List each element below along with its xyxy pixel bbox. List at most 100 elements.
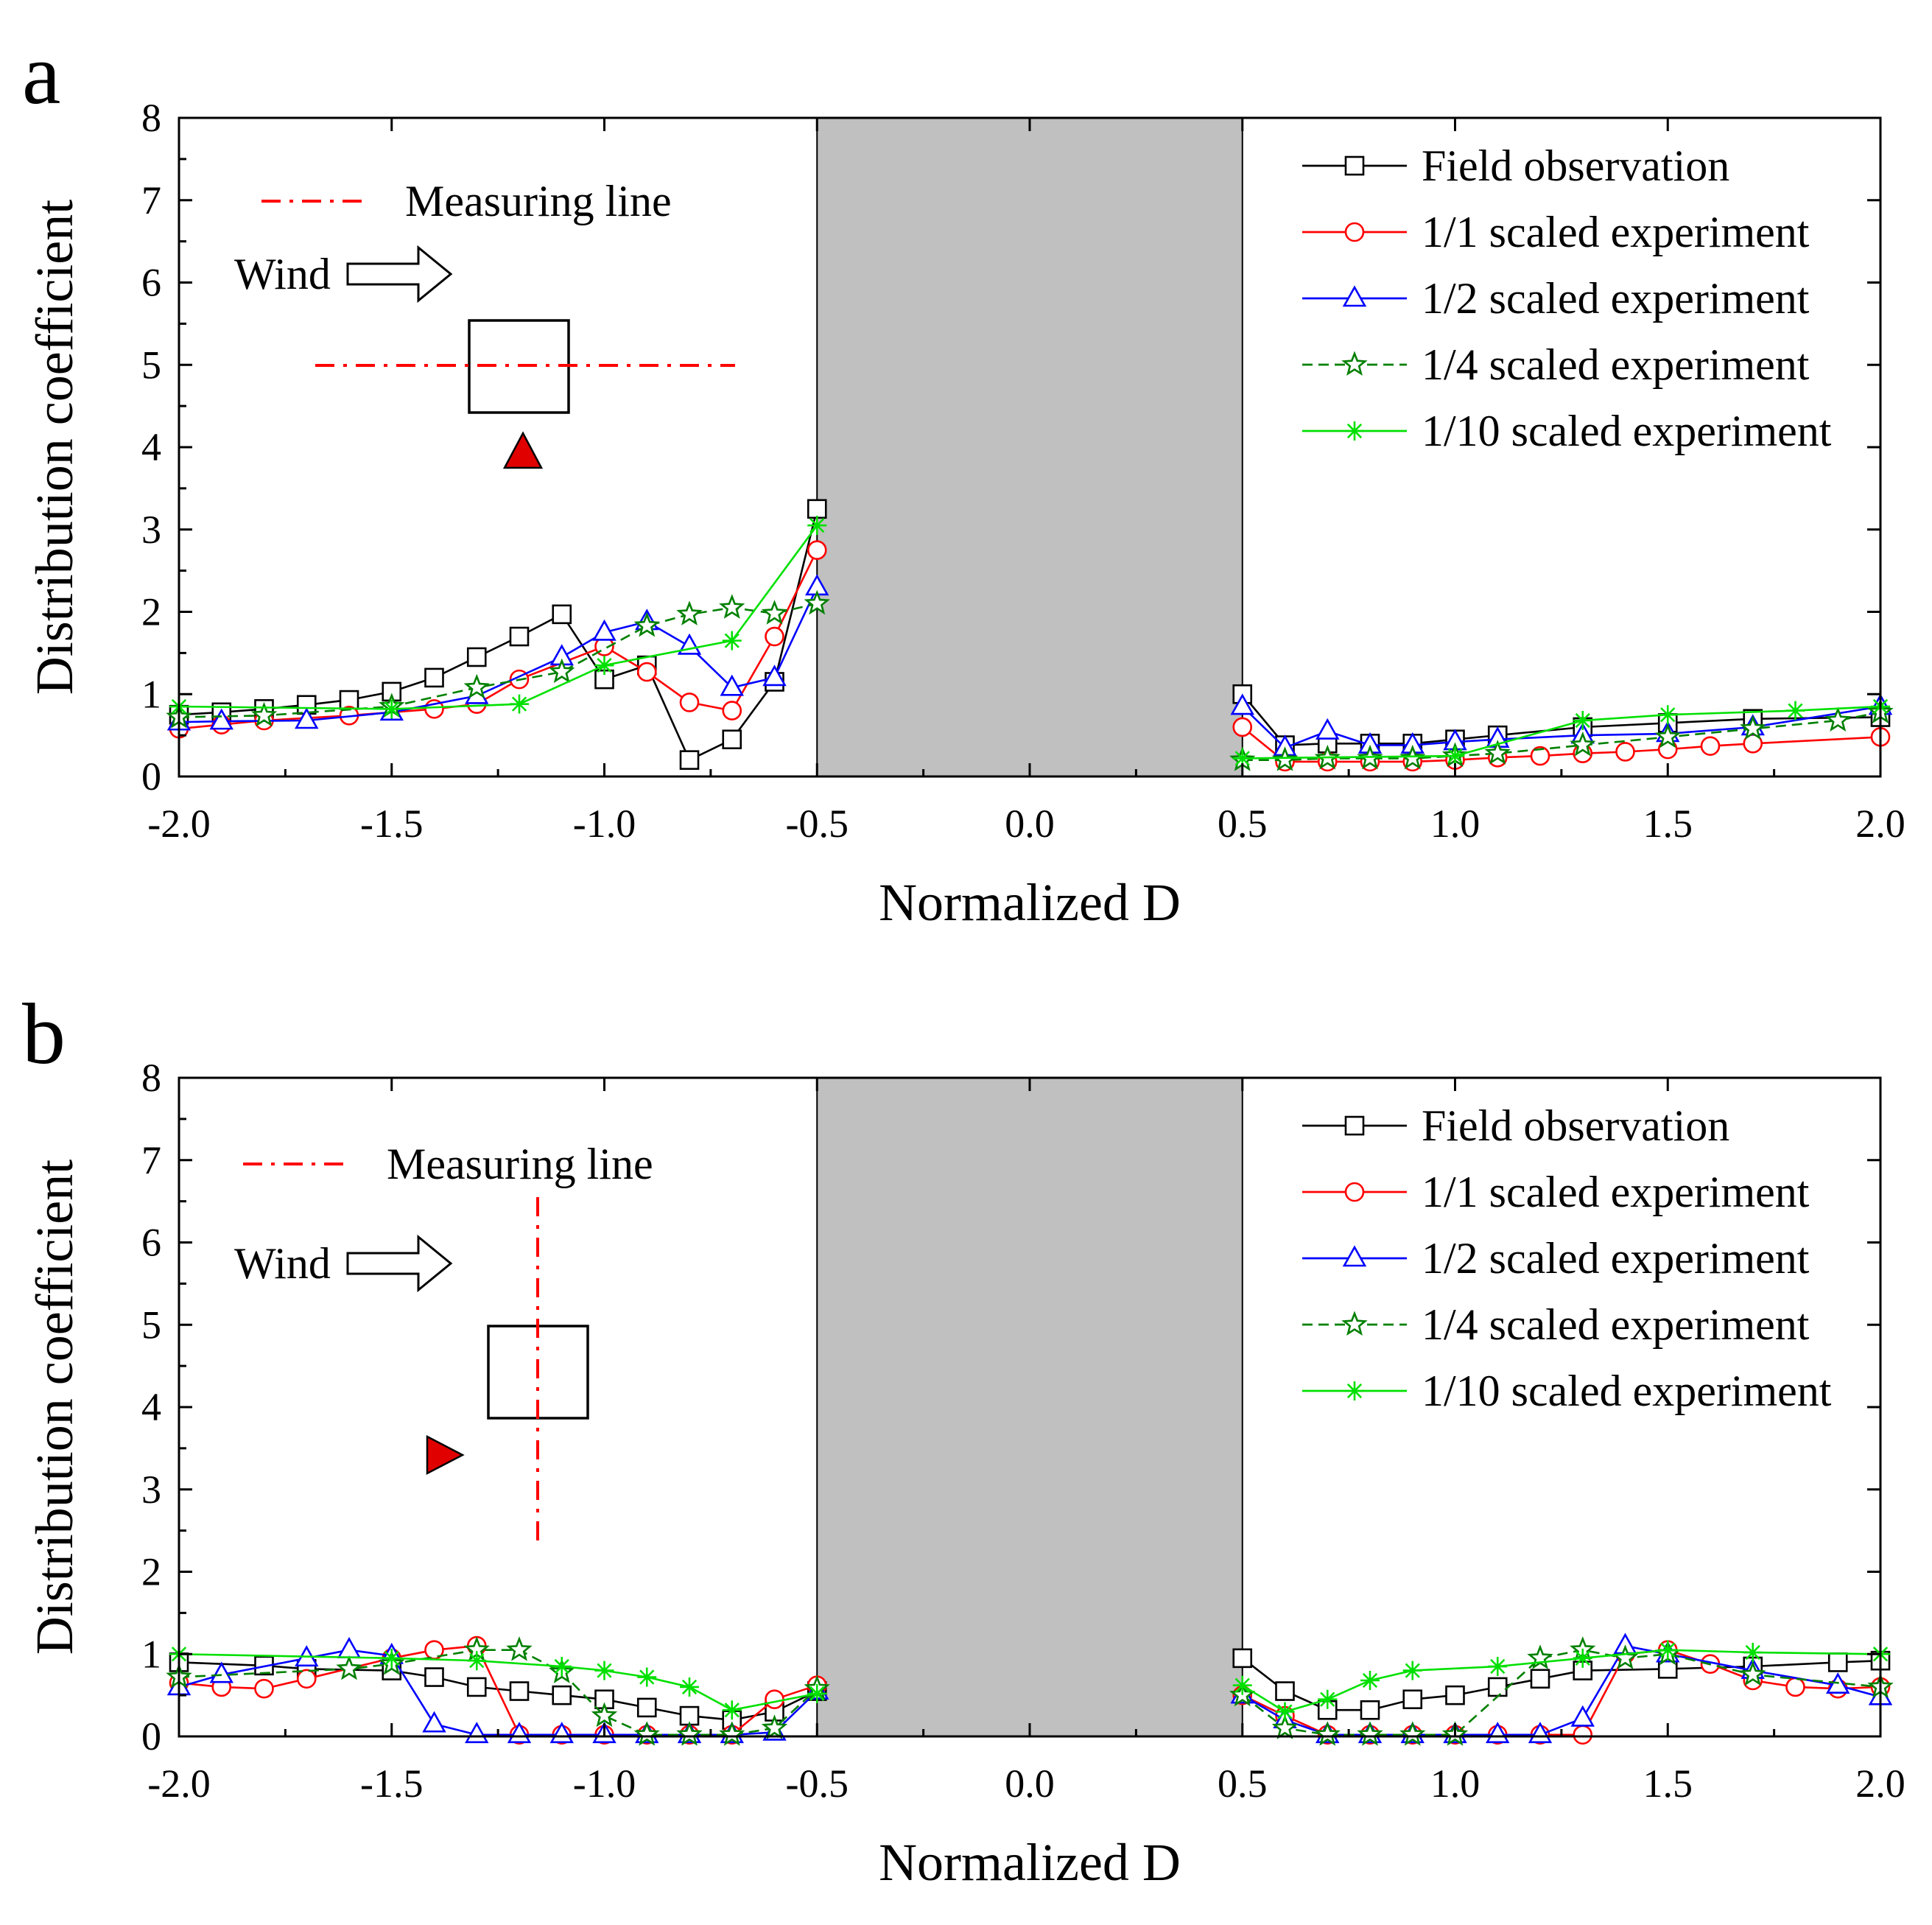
data-point	[1315, 718, 1340, 740]
building-zone	[816, 117, 1243, 777]
x-tick-label: -1.0	[573, 1761, 636, 1806]
data-point	[1232, 1648, 1253, 1669]
data-point	[591, 1702, 618, 1728]
y-tick-label: 5	[141, 1302, 161, 1347]
legend-marker	[1342, 1245, 1367, 1267]
data-point	[719, 1721, 745, 1746]
observation-point-icon	[502, 431, 544, 469]
legend-entry-3: 1/4 scaled experiment	[1302, 1300, 1810, 1349]
series-line-left	[178, 525, 818, 710]
data-point	[1275, 1681, 1295, 1701]
legend-entry-1: 1/1 scaled experiment	[1302, 1168, 1810, 1216]
data-point	[422, 1711, 446, 1733]
data-point	[1232, 1675, 1252, 1695]
legend-entry-4: 1/10 scaled experiment	[1302, 1367, 1832, 1415]
data-point	[1445, 746, 1465, 766]
data-point	[1573, 1648, 1592, 1668]
y-tick-label: 1	[141, 1632, 161, 1676]
data-point	[1275, 1702, 1295, 1722]
data-point	[1488, 1657, 1508, 1677]
legend-label: 1/1 scaled experiment	[1422, 1168, 1810, 1216]
data-point	[295, 707, 319, 729]
legend: Field observation 1/1 scaled experiment 1/…	[1302, 141, 1832, 455]
x-tick-label: 2.0	[1855, 802, 1905, 846]
data-point	[1824, 706, 1851, 732]
data-point	[510, 694, 529, 714]
data-point	[209, 708, 233, 730]
x-tick-label: 1.5	[1643, 802, 1693, 846]
x-tick-label: 0.5	[1218, 1761, 1268, 1806]
legend-marker	[1345, 1381, 1364, 1400]
legend-label: 1/4 scaled experiment	[1422, 340, 1810, 389]
data-point	[594, 656, 614, 676]
inset-schematic: Measuring line Wind	[234, 177, 735, 469]
data-point	[761, 600, 788, 625]
data-point	[1271, 746, 1299, 771]
data-point	[1530, 1669, 1550, 1689]
x-tick-label: -2.0	[147, 802, 210, 846]
y-tick-label: 7	[141, 1138, 161, 1182]
x-axis-label: Normalized D	[879, 1833, 1181, 1892]
data-point	[1658, 705, 1678, 725]
data-point	[1528, 1722, 1553, 1744]
data-point	[722, 729, 742, 750]
data-point	[1573, 711, 1592, 731]
x-tick-label: 1.5	[1643, 1761, 1693, 1806]
y-tick-label: 8	[141, 1056, 161, 1100]
data-point	[1357, 1721, 1383, 1746]
wind-label: Wind	[234, 1239, 331, 1288]
data-point	[1232, 748, 1252, 768]
data-point	[761, 1714, 788, 1739]
data-point	[680, 1677, 699, 1697]
data-point	[465, 1722, 489, 1744]
legend-entry-4: 1/10 scaled experiment	[1302, 407, 1832, 455]
data-point	[1487, 1677, 1508, 1697]
data-point	[1360, 1700, 1380, 1720]
series-line-left	[178, 586, 818, 723]
legend-marker	[1341, 1311, 1368, 1336]
series-line-right	[1242, 705, 1881, 760]
wind-arrow-icon	[346, 245, 453, 304]
y-tick-label: 2	[141, 1550, 161, 1594]
data-point	[549, 1722, 574, 1744]
data-point	[1740, 715, 1766, 740]
y-tick-label: 2	[141, 590, 161, 634]
data-point	[552, 1657, 572, 1677]
data-point	[296, 695, 317, 715]
data-point	[382, 1648, 401, 1668]
data-point	[722, 631, 742, 651]
data-point	[633, 611, 660, 637]
data-point	[637, 1667, 657, 1687]
x-tick-label: -1.0	[573, 802, 636, 846]
data-point	[336, 1655, 362, 1680]
data-point	[807, 1683, 827, 1703]
data-point	[1615, 742, 1635, 762]
data-point	[1658, 1640, 1678, 1660]
panel-b: b -2.0 -1.5 -1.0 -0.5 0.0 0.5 1.0 1.5 2.0 0 1 2 3 4 5 6 7…	[22, 986, 1905, 1892]
legend-marker	[1342, 285, 1367, 307]
data-point	[209, 1661, 233, 1683]
y-tick-label: 3	[141, 508, 161, 552]
data-point	[807, 540, 827, 560]
legend-marker	[1344, 155, 1365, 176]
data-point	[1314, 1721, 1341, 1746]
data-point	[1570, 1705, 1595, 1727]
data-point	[1360, 1671, 1380, 1691]
data-point	[1654, 723, 1681, 748]
data-point	[1785, 701, 1805, 720]
data-point	[720, 674, 744, 696]
x-tick-label: -1.5	[360, 802, 423, 846]
legend-label: Field observation	[1422, 141, 1729, 190]
data-point	[1785, 1677, 1805, 1697]
data-point	[509, 626, 530, 647]
legend-entry-2: 1/2 scaled experiment	[1302, 1234, 1810, 1283]
data-point	[636, 662, 657, 682]
x-tick-label: 1.0	[1430, 1761, 1480, 1806]
legend-entry-2: 1/2 scaled experiment	[1302, 274, 1810, 323]
data-point	[676, 1721, 703, 1746]
data-point	[552, 1685, 572, 1705]
legend-label: 1/2 scaled experiment	[1422, 1234, 1810, 1283]
y-axis-label: Distribution coefficient	[25, 200, 84, 695]
data-point	[466, 1677, 487, 1697]
data-point	[765, 1689, 784, 1710]
